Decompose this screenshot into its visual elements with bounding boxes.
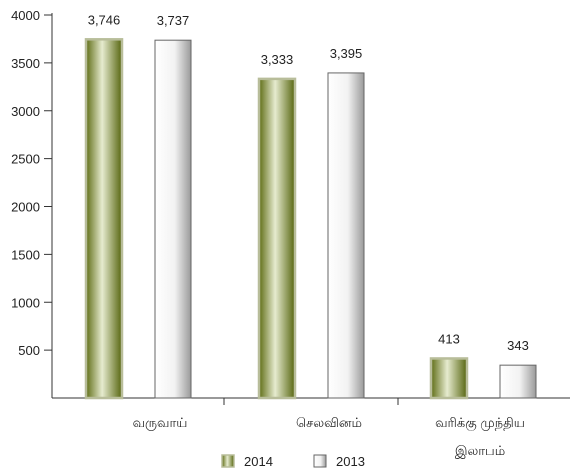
data-labels: 3,746 3,333 413 3,737 3,395 343 [88,12,529,353]
bar-2014-2 [429,357,469,400]
category-label: செலவினம் [296,415,362,430]
y-tick-label: 500 [18,343,40,358]
y-tick-label: 1500 [11,247,40,262]
y-axis: 500 1000 1500 2000 2500 3000 3500 4000 [11,8,53,398]
x-axis [52,397,570,405]
legend: 2014 2013 [221,454,365,469]
data-label: 3,737 [157,13,190,28]
y-tick-label: 4000 [11,8,40,23]
category-label: வருவாய் [133,415,188,431]
category-labels: வருவாய் செலவினம் வரிக்கு முந்திய இலாபம் [133,415,525,459]
legend-label: 2013 [336,454,365,469]
data-label: 413 [438,331,460,346]
y-tick-label: 3000 [11,104,40,119]
data-label: 3,333 [261,52,294,67]
bar-2013-2 [499,364,537,399]
bar-2013-0 [154,39,192,399]
data-label: 3,395 [330,46,363,61]
legend-swatch-2013 [313,454,327,468]
y-tick-label: 2000 [11,200,40,215]
legend-swatch-2014 [221,454,235,468]
data-label: 343 [507,338,529,353]
legend-label: 2014 [244,454,273,469]
bars [84,38,537,400]
bar-2014-1 [257,77,297,400]
y-tick-label: 2500 [11,152,40,167]
category-label: இலாபம் [455,443,505,459]
bar-2014-0 [84,38,124,400]
y-tick-label: 1000 [11,295,40,310]
category-label: வரிக்கு முந்திய [435,415,525,431]
bar-2013-1 [327,72,365,399]
y-tick-label: 3500 [11,56,40,71]
data-label: 3,746 [88,12,121,27]
